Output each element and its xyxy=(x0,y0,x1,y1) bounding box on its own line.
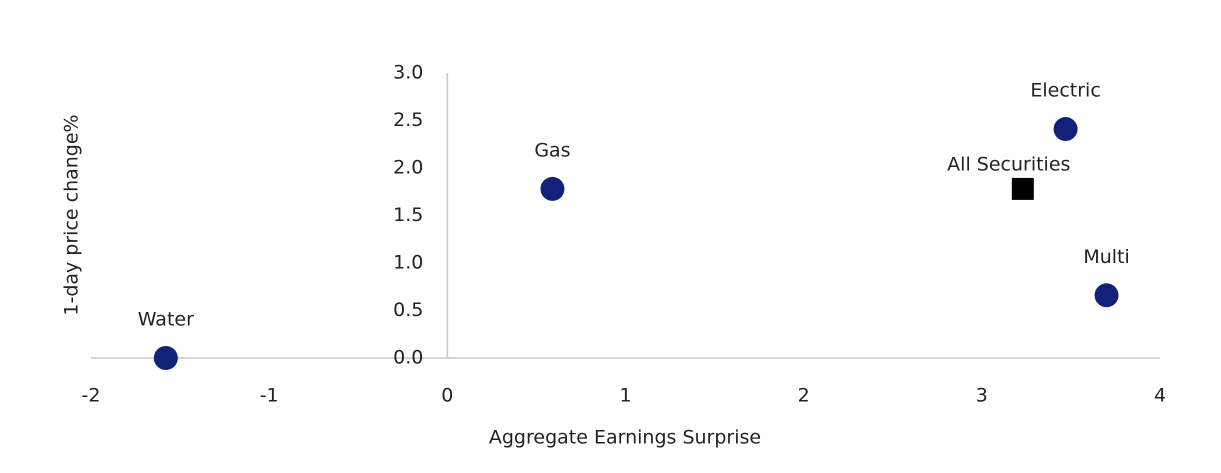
y-tick-label: 0.0 xyxy=(393,347,423,369)
point xyxy=(1094,283,1119,308)
x-tick-label: 1 xyxy=(619,385,631,407)
y-tick-label: 2.5 xyxy=(393,109,423,131)
x-tick-label: 0 xyxy=(441,385,453,407)
point xyxy=(1011,177,1034,200)
point-label: Multi xyxy=(1083,246,1129,268)
y-tick-label: 1.0 xyxy=(393,252,423,274)
y-tick-label: 2.0 xyxy=(393,157,423,179)
point xyxy=(153,346,178,370)
y-tick-label: 0.5 xyxy=(393,299,423,321)
x-axis-title: Aggregate Earnings Surprise xyxy=(489,427,761,449)
y-tick-label: 1.5 xyxy=(393,204,423,226)
y-tick-label: 3.0 xyxy=(393,62,423,84)
x-tick-label: 3 xyxy=(976,385,988,407)
point xyxy=(1053,117,1078,142)
x-tick-label: -2 xyxy=(82,385,101,407)
point-label: Electric xyxy=(1030,80,1100,102)
point-label: Gas xyxy=(534,139,570,161)
x-tick-label: 2 xyxy=(798,385,810,407)
x-tick-label: 4 xyxy=(1154,385,1166,407)
x-tick-label: -1 xyxy=(260,385,279,407)
point-label: Water xyxy=(138,309,194,331)
point-label: All Securities xyxy=(947,153,1070,175)
y-axis-title: 1-day price change% xyxy=(61,114,83,315)
point xyxy=(540,176,565,201)
